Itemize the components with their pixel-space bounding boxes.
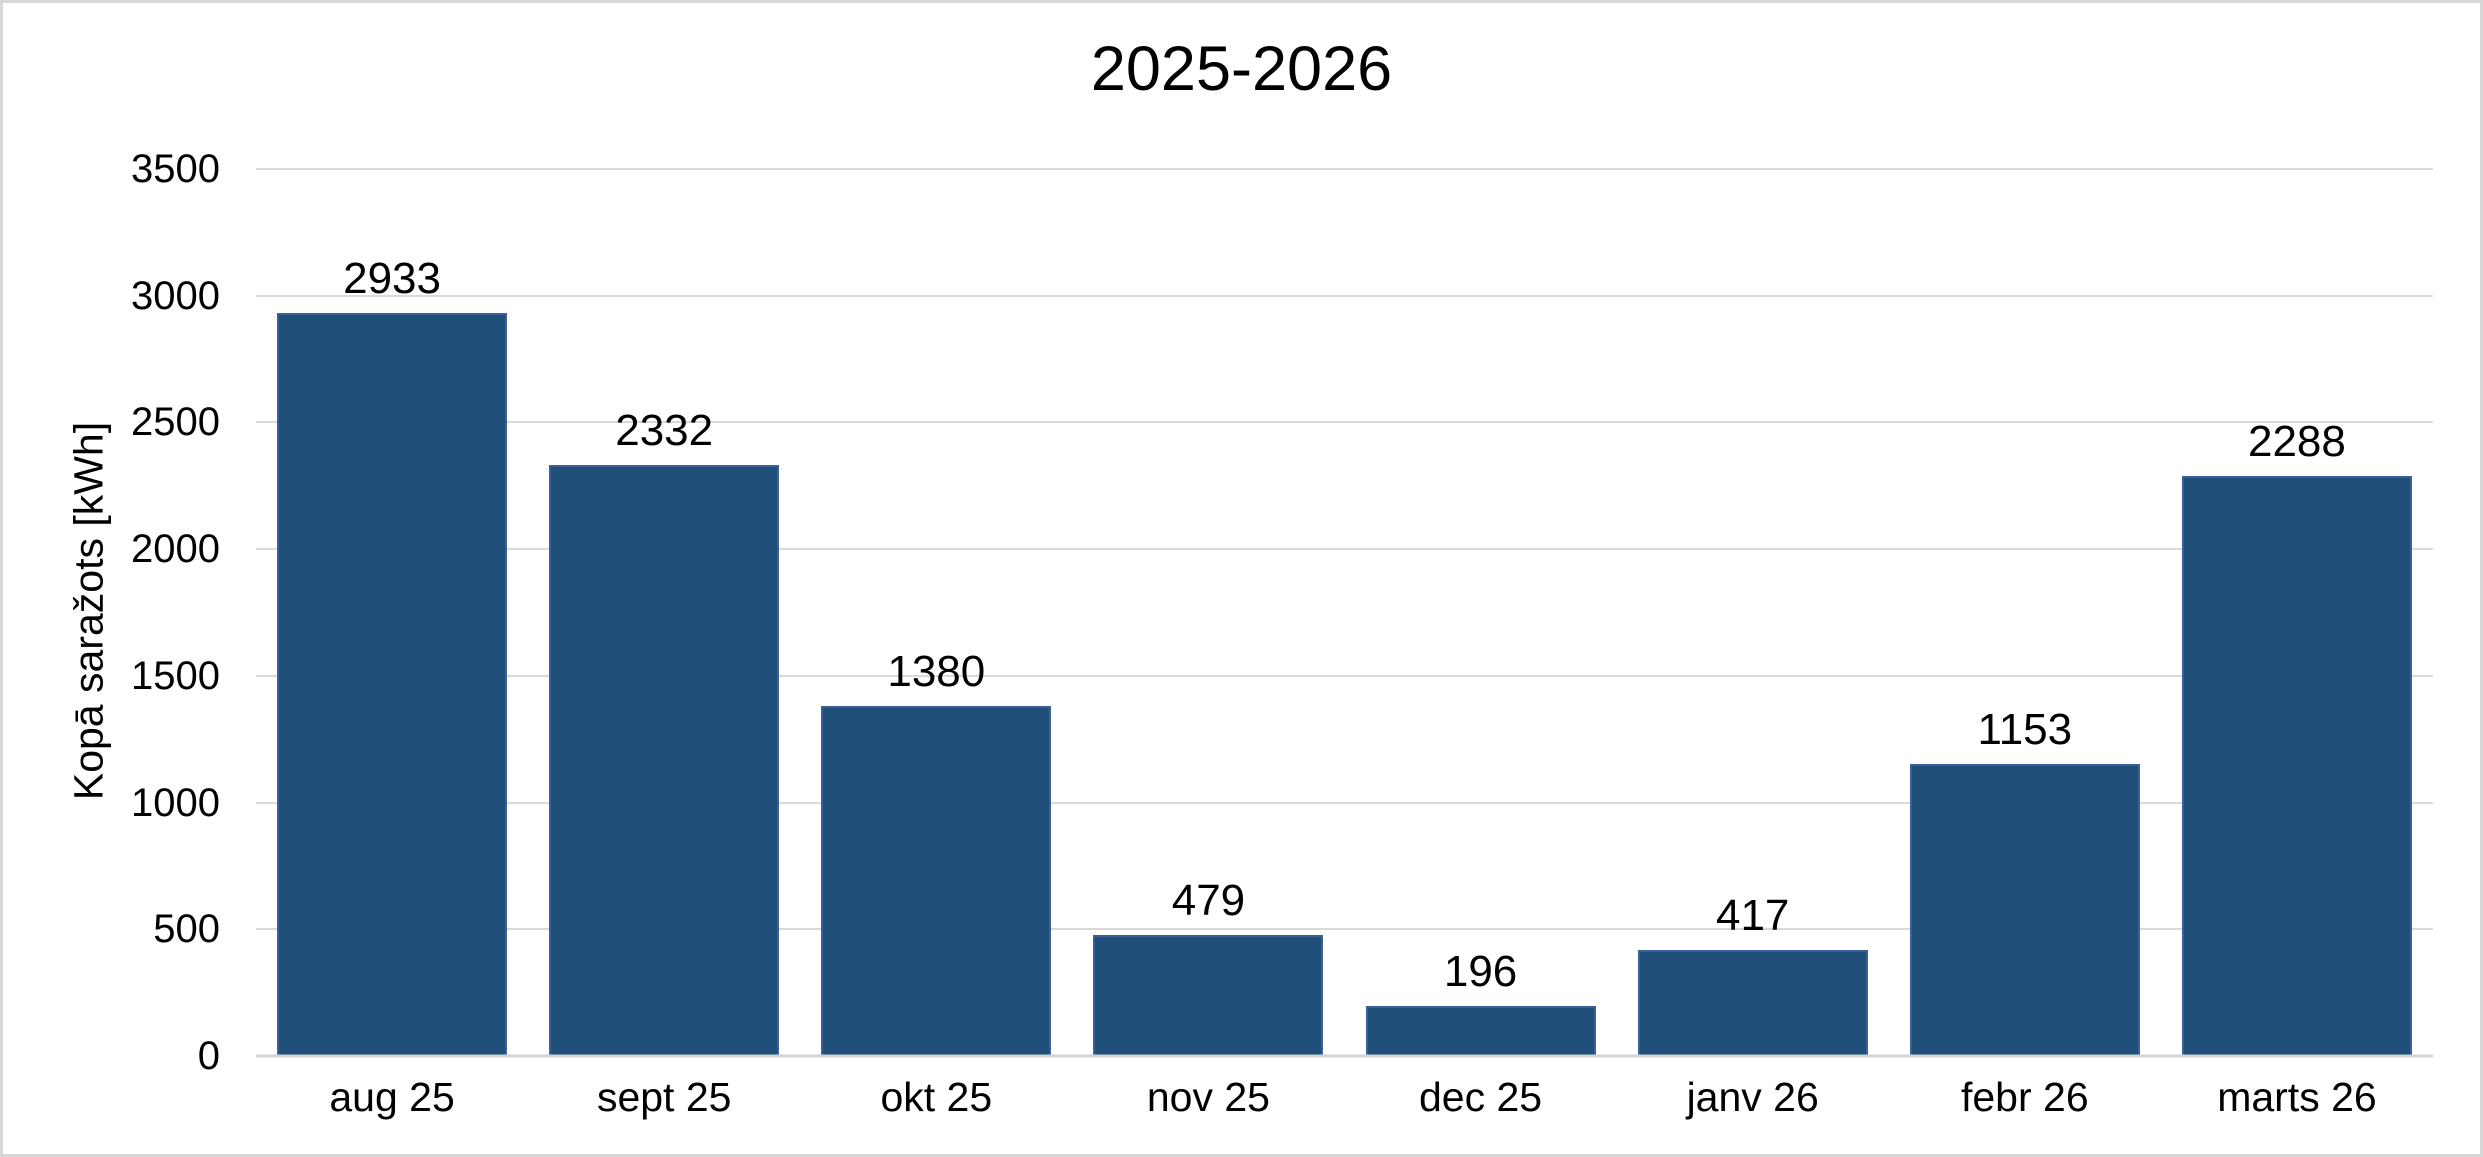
gridline [256,421,2433,424]
bar-slot: 1380 [800,169,1072,1056]
gridline [256,801,2433,804]
y-axis-tick-labels: 0 500 1000 1500 2000 2500 3000 3500 [3,149,220,1076]
bar-value-label: 2332 [615,406,714,456]
bar-value-label: 417 [1715,891,1790,941]
bar-slot: 2332 [528,169,800,1056]
x-tick-label: sept 25 [596,1074,732,1120]
bar-slot: 479 [1072,169,1344,1056]
x-axis-labels: aug 25 sept 25 okt 25 nov 25 dec 25 janv 26 fe… [256,1074,2433,1120]
y-tick-label: 3500 [131,147,220,191]
bar-slot: 2288 [2161,169,2433,1056]
bar-slot: 417 [1617,169,1889,1056]
bar-aug-25: 2933 [277,256,508,1056]
gridline [256,674,2433,677]
y-tick-label: 0 [197,1034,220,1078]
x-tick-label: aug 25 [329,1074,455,1120]
x-tick-label: okt 25 [880,1074,993,1120]
bar-okt-25: 1380 [821,650,1052,1056]
bar-slot: 1153 [1889,169,2161,1056]
y-tick-label: 1500 [131,653,220,698]
x-tick-label: dec 25 [1419,1074,1543,1120]
x-tick-label: nov 25 [1146,1074,1270,1120]
y-tick-label: 2500 [131,400,220,445]
bar-dec-25: 196 [1365,950,1596,1056]
bar-value-label: 479 [1171,875,1246,925]
x-axis-line [256,1054,2433,1058]
bar-value-label: 1380 [887,647,986,697]
bar-marts-26: 2288 [2181,420,2412,1056]
bar-janv-26: 417 [1637,894,1868,1056]
plot-area: 2933 2332 1380 479 196 417 1153 2288 [256,168,2433,1058]
gridline [256,548,2433,551]
y-tick-label: 2000 [131,527,220,572]
gridline [256,294,2433,297]
x-tick-label: janv 26 [1686,1074,1819,1120]
bar-febr-26: 1153 [1909,707,2140,1056]
bar-value-label: 1153 [1977,704,2073,754]
gridline [256,168,2433,170]
gridline [256,928,2433,931]
bars-container: 2933 2332 1380 479 196 417 1153 2288 [256,169,2433,1056]
x-tick-label: febr 26 [1960,1074,2089,1120]
bar-slot: 2933 [256,169,528,1056]
bar-value-label: 196 [1443,947,1518,997]
x-tick-label: marts 26 [2217,1074,2377,1120]
bar-slot: 196 [1345,169,1617,1056]
y-tick-label: 3000 [131,273,220,318]
bar-nov-25: 479 [1093,878,1324,1056]
y-tick-label: 500 [153,907,220,952]
chart-title: 2025-2026 [1090,34,1393,104]
bar-value-label: 2933 [343,253,442,303]
y-tick-label: 1000 [131,780,220,825]
bar-value-label: 2288 [2247,417,2346,467]
bar-sept-25: 2332 [549,409,780,1056]
